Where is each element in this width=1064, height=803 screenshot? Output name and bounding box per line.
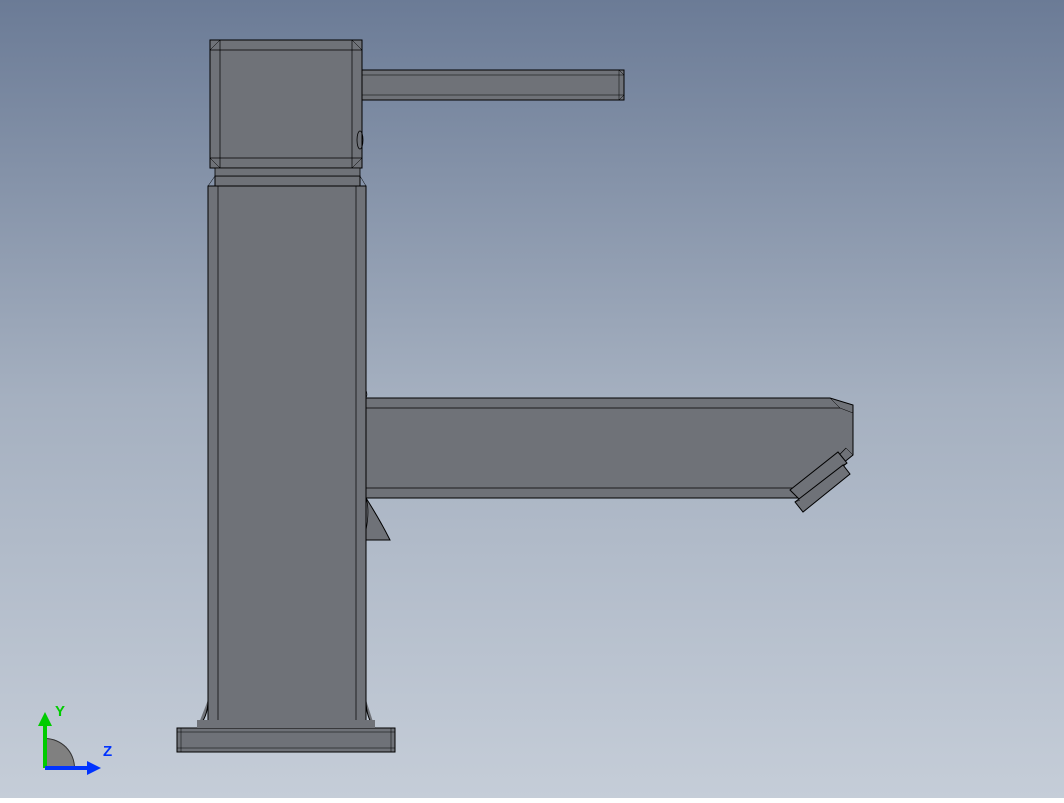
cad-viewport[interactable]: Y Z xyxy=(0,0,1064,798)
handle-gap xyxy=(215,168,360,176)
axis-arc xyxy=(45,738,75,768)
model-3d-view[interactable] xyxy=(0,0,1064,798)
axis-z-line xyxy=(45,766,87,770)
faucet-spout xyxy=(366,398,853,540)
faucet-base xyxy=(177,728,395,752)
axis-y-label: Y xyxy=(55,703,65,720)
axis-z-arrow-icon xyxy=(87,761,101,775)
axis-indicator-triad[interactable]: Y Z xyxy=(30,708,110,778)
axis-y-line xyxy=(43,726,47,768)
axis-y-arrow-icon xyxy=(38,712,52,726)
faucet-column xyxy=(197,186,375,728)
axis-z-label: Z xyxy=(103,743,112,760)
column-top-detail xyxy=(208,176,366,186)
faucet-handle-body xyxy=(210,40,363,168)
faucet-handle-lever xyxy=(362,70,624,100)
faucet-model-svg xyxy=(0,0,1064,798)
